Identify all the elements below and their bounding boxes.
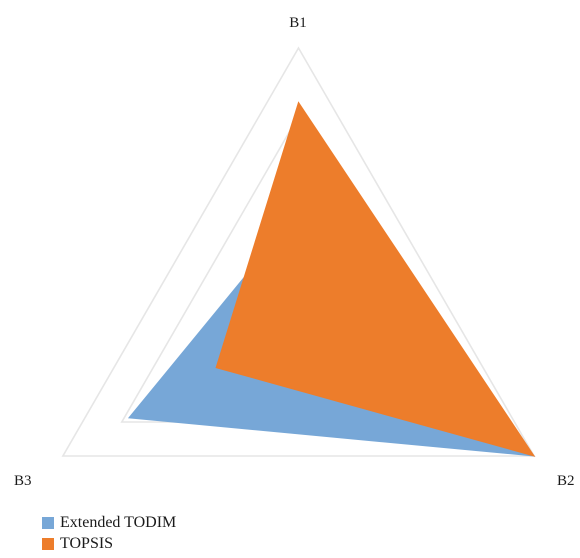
legend-label-extended-todim: Extended TODIM — [60, 513, 177, 531]
grid-ring-4 — [61, 46, 536, 457]
axis-label-b1: B1 — [289, 15, 307, 31]
legend-swatch-topsis — [42, 537, 54, 550]
legend: Extended TODIM TOPSIS — [42, 512, 176, 554]
series-area-topsis — [215, 101, 536, 457]
axis-label-b3: B3 — [14, 473, 32, 489]
legend-label-topsis: TOPSIS — [60, 534, 114, 552]
legend-item-extended-todim: Extended TODIM — [42, 512, 176, 533]
legend-item-topsis: TOPSIS — [42, 533, 176, 554]
axis-label-b2: B2 — [557, 473, 575, 489]
series-areas — [127, 101, 536, 457]
legend-swatch-extended-todim — [42, 516, 54, 529]
